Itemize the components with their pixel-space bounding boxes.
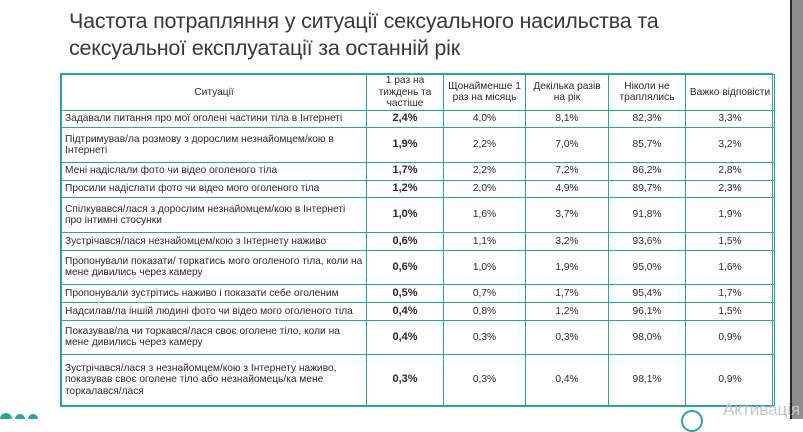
hard-to-answer-cell: 2,8% (685, 161, 775, 181)
hard-to-answer-cell: 1,9% (685, 197, 775, 233)
hard-to-answer-cell: 0,9% (685, 354, 775, 406)
table-row: Пропонували показати/ торкатись мого ого… (61, 249, 775, 286)
table-row: Просили надіслати фото чи відео мого ого… (61, 179, 775, 199)
header-situations: Ситуації (61, 74, 367, 111)
weekly-cell: 1,7% (366, 161, 444, 181)
monthly-cell: 1,1% (443, 231, 526, 251)
situation-cell: Підтримував/ла розмову з дорослим незнай… (61, 127, 367, 163)
monthly-cell: 4,0% (443, 109, 526, 129)
monthly-cell: 1,6% (443, 197, 526, 233)
never-cell: 91,8% (608, 197, 686, 233)
table-row: Спілкувався/лася з дорослим незнайомцем/… (61, 197, 775, 233)
yearly-cell: 7,2% (525, 161, 609, 181)
data-table-container: Ситуації 1 раз на тиждень та частіше Щон… (60, 73, 775, 407)
yearly-cell: 3,7% (525, 197, 609, 233)
monthly-cell: 2,0% (443, 179, 526, 199)
weekly-cell: 2,4% (366, 109, 444, 129)
never-cell: 89,7% (608, 179, 686, 199)
monthly-cell: 0,7% (443, 284, 526, 303)
yearly-cell: 1,2% (525, 301, 609, 321)
yearly-cell: 3,2% (525, 231, 609, 251)
never-cell: 96,1% (608, 301, 686, 321)
situation-cell: Надсилав/ла іншій людині фото чи відео м… (61, 301, 367, 321)
situation-cell: Зустрічався/лася незнайомцем/кою з Інтер… (61, 231, 367, 251)
data-table: Ситуації 1 раз на тиждень та частіше Щон… (61, 74, 775, 406)
header-hard-to-answer: Важко відповісти (685, 74, 775, 111)
never-cell: 82,3% (608, 109, 686, 129)
monthly-cell: 0,8% (443, 301, 526, 321)
hard-to-answer-cell: 3,3% (685, 109, 775, 129)
never-cell: 98,0% (608, 319, 686, 356)
window-edge-border (790, 0, 792, 419)
monthly-cell: 1,0% (443, 249, 526, 286)
weekly-cell: 0,6% (366, 231, 444, 251)
hard-to-answer-cell: 1,5% (685, 301, 775, 321)
weekly-cell: 1,0% (366, 197, 444, 233)
weekly-cell: 0,5% (366, 284, 444, 303)
monthly-cell: 0,3% (443, 354, 526, 406)
table-row: Показував/ла чи торкався/лася своє оголе… (61, 319, 775, 356)
weekly-cell: 1,9% (366, 127, 444, 163)
table-row: Пропонували зустрітись наживо і показати… (61, 284, 775, 303)
header-never: Ніколи не траплялись (608, 74, 686, 111)
yearly-cell: 4,9% (525, 179, 609, 199)
never-cell: 93,6% (608, 231, 686, 251)
table-row: Надсилав/ла іншій людині фото чи відео м… (61, 301, 775, 321)
hard-to-answer-cell: 1,7% (685, 284, 775, 303)
weekly-cell: 1,2% (366, 179, 444, 199)
yearly-cell: 0,4% (525, 354, 609, 406)
table-row: Задавали питання про мої оголені частини… (61, 109, 775, 129)
weekly-cell: 0,3% (366, 354, 444, 406)
table-row: Підтримував/ла розмову з дорослим незнай… (61, 127, 775, 163)
situation-cell: Пропонували показати/ торкатись мого ого… (61, 249, 367, 286)
table-row: Мені надіслали фото чи відео оголеного т… (61, 161, 775, 181)
weekly-cell: 0,6% (366, 249, 444, 286)
hard-to-answer-cell: 1,5% (685, 231, 775, 251)
logo-icon (0, 413, 38, 419)
yearly-cell: 1,7% (525, 284, 609, 303)
yearly-cell: 1,9% (525, 249, 609, 286)
table-row: Зустрічався/лася незнайомцем/кою з Інтер… (61, 231, 775, 251)
never-cell: 95,4% (608, 284, 686, 303)
table-row: Зустрічався/лася з незнайомцем/кою з Інт… (61, 354, 775, 406)
activation-watermark: Активація (723, 400, 801, 419)
situation-cell: Просили надіслати фото чи відео мого ого… (61, 179, 367, 199)
header-monthly: Щонайменше 1 раз на місяць (443, 74, 526, 111)
situation-cell: Пропонували зустрітись наживо і показати… (61, 284, 367, 303)
never-cell: 95,0% (608, 249, 686, 286)
never-cell: 85,7% (608, 127, 686, 163)
never-cell: 86,2% (608, 161, 686, 181)
weekly-cell: 0,4% (366, 319, 444, 356)
yearly-cell: 8,1% (525, 109, 609, 129)
hard-to-answer-cell: 2,3% (685, 179, 775, 199)
header-yearly: Декілька разів на рік (525, 74, 609, 111)
situation-cell: Спілкувався/лася з дорослим незнайомцем/… (61, 197, 367, 233)
slide-title: Частота потрапляння у ситуації сексуальн… (69, 9, 659, 60)
situation-cell: Зустрічався/лася з незнайомцем/кою з Інт… (61, 354, 367, 406)
header-weekly: 1 раз на тиждень та частіше (366, 74, 444, 111)
situation-cell: Задавали питання про мої оголені частини… (61, 109, 367, 129)
yearly-cell: 0,3% (525, 319, 609, 356)
table-header-row: Ситуації 1 раз на тиждень та частіше Щон… (61, 74, 775, 111)
window-edge-strip (792, 0, 803, 419)
monthly-cell: 0,3% (443, 319, 526, 356)
slide-nav-icon[interactable] (681, 410, 703, 432)
situation-cell: Показував/ла чи торкався/лася своє оголе… (61, 319, 367, 356)
monthly-cell: 2,2% (443, 127, 526, 163)
hard-to-answer-cell: 0,9% (685, 319, 775, 356)
hard-to-answer-cell: 1,6% (685, 249, 775, 286)
weekly-cell: 0,4% (366, 301, 444, 321)
monthly-cell: 2,2% (443, 161, 526, 181)
yearly-cell: 7,0% (525, 127, 609, 163)
never-cell: 98,1% (608, 354, 686, 406)
hard-to-answer-cell: 3,2% (685, 127, 775, 163)
situation-cell: Мені надіслали фото чи відео оголеного т… (61, 161, 367, 181)
